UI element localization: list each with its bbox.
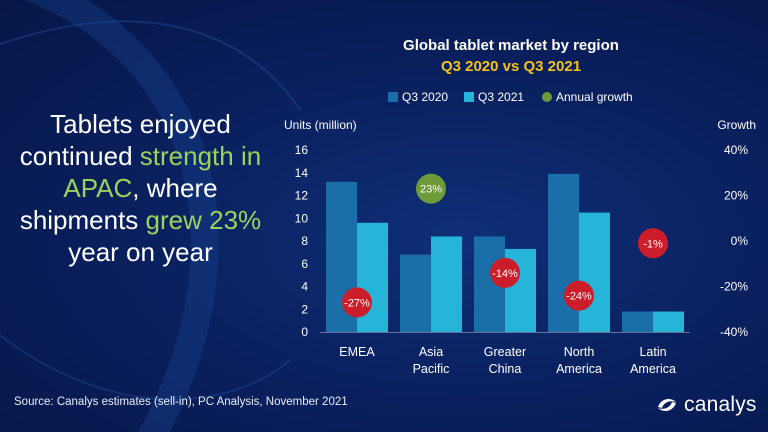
headline-text: , where shipments <box>19 173 218 235</box>
y-axis-label: Units (million) <box>284 118 357 132</box>
headline-highlight-strength: strength in APAC <box>63 141 262 203</box>
brand-name: canalys <box>684 393 757 416</box>
bar-q3-2021 <box>431 236 462 332</box>
legend-label-2: Annual growth <box>556 90 633 104</box>
x-tick-label: Greater <box>484 345 526 359</box>
canalys-logo-icon <box>658 399 676 411</box>
x-tick-label: EMEA <box>339 345 375 359</box>
growth-label: -1% <box>643 238 663 250</box>
legend-label-0: Q3 2020 <box>402 90 448 104</box>
y2-tick-label: 20% <box>724 189 748 203</box>
headline-highlight-growth: grew 23% <box>145 205 262 235</box>
y2-tick-label: -40% <box>720 325 748 339</box>
legend-swatch-0 <box>388 92 398 102</box>
y2-axis-ticks: -40% -20% 0% 20% 40% <box>720 143 748 339</box>
growth-label: -14% <box>492 268 518 280</box>
x-tick-label: America <box>556 362 602 376</box>
growth-marker <box>564 280 594 311</box>
x-tick-label: Latin <box>639 345 666 359</box>
x-tick-label: America <box>630 362 676 376</box>
headline-text: year on year <box>68 237 213 267</box>
x-tick-label: China <box>489 362 522 376</box>
growth-marker <box>416 173 446 204</box>
growth-marker <box>638 228 668 259</box>
y2-tick-label: 0% <box>731 234 749 248</box>
legend-swatch-1 <box>464 92 474 102</box>
y-tick-label: 8 <box>301 234 308 248</box>
y-tick-label: 4 <box>301 280 308 294</box>
x-tick-label: North <box>564 345 595 359</box>
growth-label: 23% <box>420 184 442 196</box>
y2-tick-label: -20% <box>720 280 748 294</box>
y-tick-label: 2 <box>301 302 308 316</box>
bar-series <box>320 173 690 333</box>
growth-label: -27% <box>344 297 370 309</box>
y-tick-label: 0 <box>301 325 308 339</box>
y-tick-label: 6 <box>301 257 308 271</box>
legend-swatch-2 <box>542 92 552 102</box>
headline: Tablets enjoyed continued strength in AP… <box>18 108 263 268</box>
y-tick-label: 12 <box>295 189 309 203</box>
growth-marker <box>490 257 520 288</box>
legend-label-1: Q3 2021 <box>478 90 524 104</box>
growth-label: -24% <box>566 291 592 303</box>
growth-marker <box>342 287 372 318</box>
chart-title: Global tablet market by region <box>403 37 619 54</box>
bar-q3-2020 <box>400 254 431 332</box>
y-tick-label: 10 <box>295 211 309 225</box>
brand-logo: canalys <box>655 393 757 417</box>
headline-text: Tablets enjoyed continued <box>19 109 231 171</box>
bar-q3-2020 <box>622 311 653 332</box>
y-axis-ticks: 0 2 4 6 8 10 12 14 16 <box>295 143 309 339</box>
y2-tick-label: 40% <box>724 143 748 157</box>
x-tick-label: Pacific <box>413 362 450 376</box>
y-tick-label: 16 <box>295 143 309 157</box>
x-tick-label: Asia <box>419 345 443 359</box>
chart-legend: Q3 2020 Q3 2021 Annual growth <box>388 90 633 104</box>
growth-markers: -27% 23% -14% -24% -1% <box>342 173 668 318</box>
y-tick-label: 14 <box>295 166 309 180</box>
bar-q3-2021 <box>653 311 684 332</box>
x-axis-labels: EMEA Asia Pacific Greater China North America L… <box>339 345 676 376</box>
chart-subtitle: Q3 2020 vs Q3 2021 <box>441 58 581 75</box>
source-note: Source: Canalys estimates (sell-in), PC … <box>14 396 348 408</box>
bar-q3-2021 <box>579 212 610 332</box>
y2-axis-label: Growth <box>717 118 756 132</box>
